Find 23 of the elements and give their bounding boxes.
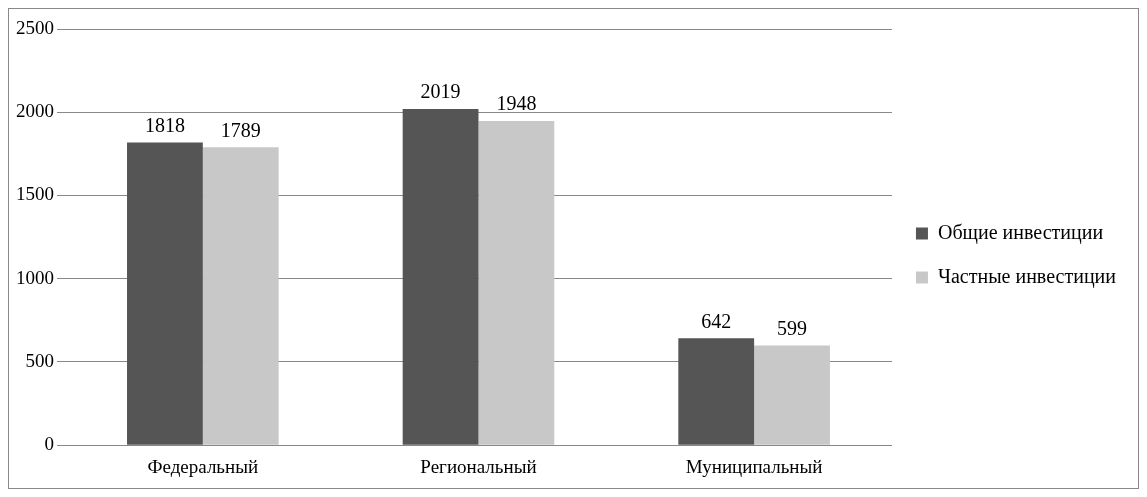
data-label: 2019 bbox=[420, 80, 461, 103]
bar bbox=[754, 345, 830, 445]
y-tick-label: 1000 bbox=[16, 266, 54, 288]
bar bbox=[678, 338, 755, 445]
y-tick-label: 2500 bbox=[16, 16, 54, 38]
legend-label: Частные инвестиции bbox=[937, 264, 1117, 288]
y-tick-label: 2000 bbox=[16, 100, 54, 122]
y-tick-label: 1500 bbox=[16, 183, 54, 205]
bar bbox=[202, 147, 279, 445]
legend-label: Общие инвестиции bbox=[937, 220, 1104, 244]
data-label: 1818 bbox=[144, 113, 185, 136]
bar bbox=[402, 109, 479, 445]
x-tick-label: Муниципальный bbox=[685, 455, 823, 477]
y-tick-label: 0 bbox=[44, 433, 54, 455]
data-label: 642 bbox=[701, 309, 732, 332]
x-tick-label: Федеральный bbox=[147, 455, 259, 477]
data-label: 1789 bbox=[220, 118, 261, 141]
data-label: 599 bbox=[777, 316, 808, 339]
bar bbox=[127, 142, 203, 445]
data-label: 1948 bbox=[496, 92, 537, 115]
y-tick-label: 500 bbox=[25, 349, 54, 371]
bar bbox=[478, 120, 555, 445]
x-tick-label: Региональный bbox=[420, 455, 537, 477]
